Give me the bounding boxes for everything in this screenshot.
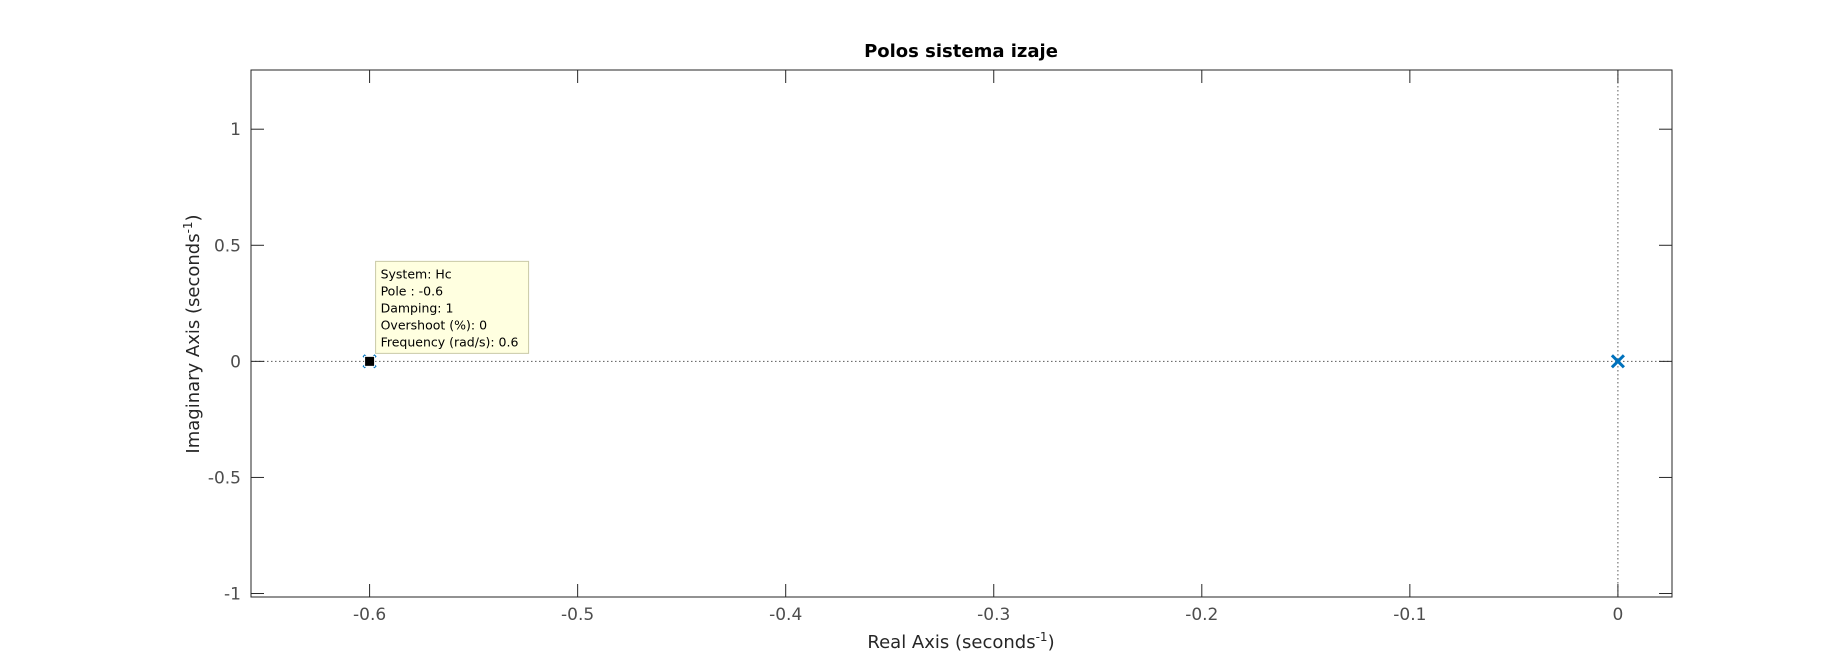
x-tick-label: -0.2 xyxy=(1185,605,1218,625)
datatip-line: Pole : -0.6 xyxy=(381,283,443,298)
x-axis-label-superscript: -1 xyxy=(1036,630,1048,644)
y-axis-tick-labels: -1 -0.5 0 0.5 1 xyxy=(208,120,241,604)
y-axis-label-text: Imaginary Axis (seconds xyxy=(183,233,204,453)
x-axis-label-end: ) xyxy=(1048,632,1055,653)
datatip-line: Damping: 1 xyxy=(381,300,454,315)
y-tick-label: -0.5 xyxy=(208,468,241,488)
x-tick-label: 0 xyxy=(1612,605,1623,625)
y-axis-label: Imaginary Axis (seconds-1) xyxy=(181,214,204,453)
chart-title: Polos sistema izaje xyxy=(864,41,1058,62)
datatip-text-lines: System: Hc Pole : -0.6 Damping: 1 Overshoot… xyxy=(381,266,519,349)
datatip-anchor-marker[interactable] xyxy=(364,355,376,367)
datatip-line: Overshoot (%): 0 xyxy=(381,317,487,332)
x-tick-label: -0.6 xyxy=(353,605,386,625)
x-axis-label: Real Axis (seconds-1) xyxy=(867,630,1054,653)
y-axis-label-superscript: -1 xyxy=(181,221,195,233)
x-tick-label: -0.1 xyxy=(1393,605,1426,625)
x-tick-label: -0.5 xyxy=(561,605,594,625)
y-tick-label: 0 xyxy=(230,352,241,372)
y-tick-label: -1 xyxy=(224,585,241,605)
y-tick-label: 1 xyxy=(230,120,241,140)
pole-marker[interactable] xyxy=(1610,354,1625,369)
datatip-box xyxy=(375,260,530,354)
x-tick-label: -0.4 xyxy=(769,605,802,625)
y-tick-label: 0.5 xyxy=(214,236,241,256)
y-axis-label-end: ) xyxy=(183,214,204,221)
x-tick-label: -0.3 xyxy=(977,605,1010,625)
datatip-line: Frequency (rad/s): 0.6 xyxy=(381,334,519,349)
pole-marker-stroke xyxy=(1610,354,1625,369)
y-axis-ticks xyxy=(251,128,1672,595)
x-axis-label-text: Real Axis (seconds xyxy=(867,632,1035,653)
x-axis-ticks xyxy=(369,70,1619,597)
pole-datatip[interactable]: System: Hc Pole : -0.6 Damping: 1 Overshoot… xyxy=(364,260,530,367)
x-axis-tick-labels: -0.6 -0.5 -0.4 -0.3 -0.2 -0.1 0 xyxy=(353,605,1623,625)
datatip-line: System: Hc xyxy=(381,266,452,281)
